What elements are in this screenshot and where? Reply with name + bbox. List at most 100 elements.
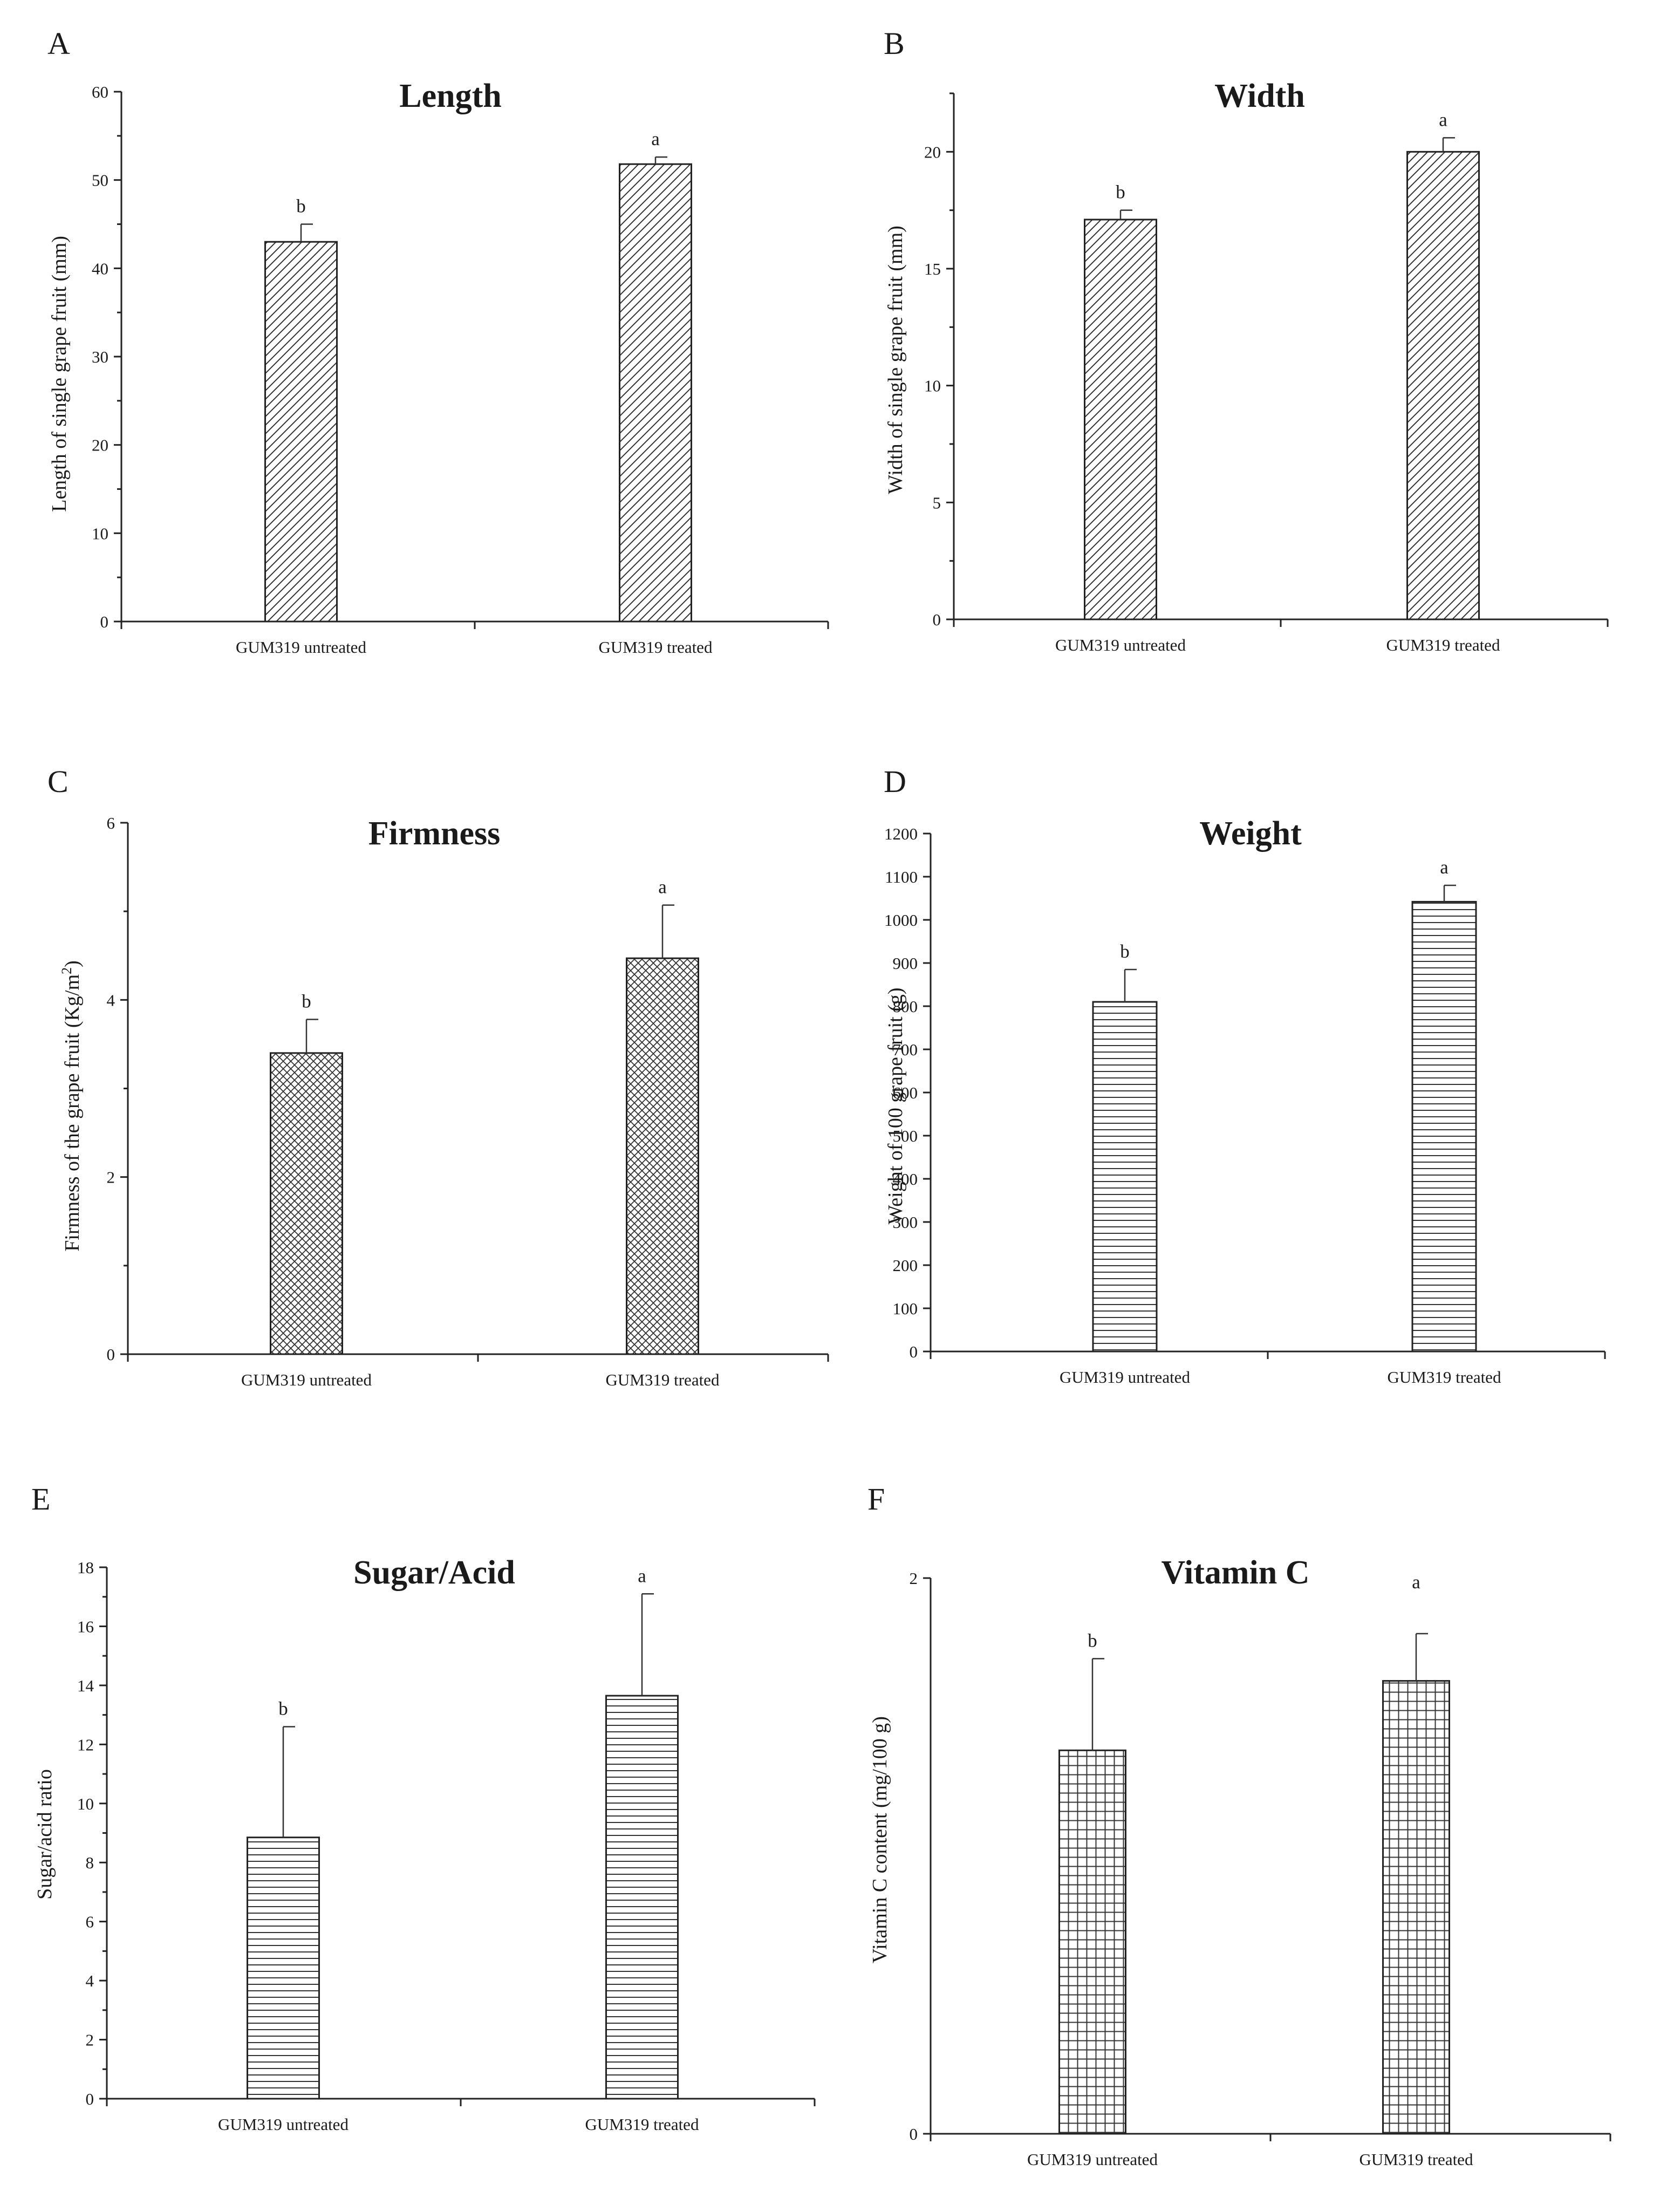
significance-letter: b <box>302 991 311 1012</box>
bar-treated <box>1406 151 1480 620</box>
bar-untreated <box>270 1052 343 1355</box>
bar-treated <box>1382 1680 1450 2135</box>
y-tick-label: 6 <box>86 1913 94 1931</box>
x-axis-labels: GUM319 untreated GUM319 treated <box>1055 636 1500 654</box>
y-tick-label: 14 <box>77 1676 94 1695</box>
y-tick-label: 16 <box>77 1617 94 1636</box>
y-tick-label: 400 <box>893 1170 918 1189</box>
y-tick-label: 8 <box>86 1853 94 1872</box>
y-tick-label: 4 <box>86 1971 94 1990</box>
y-tick-label: 15 <box>924 260 941 278</box>
significance-letter: a <box>1412 1572 1420 1593</box>
panel-c: C Firmness Firmness of the grape fruit (… <box>47 764 829 1389</box>
x-category-label: GUM319 untreated <box>1027 2150 1158 2169</box>
y-tick-label: 10 <box>924 377 941 395</box>
y-tick-label: 900 <box>893 954 918 973</box>
significance-letter: b <box>278 1698 288 1719</box>
x-category-label: GUM319 treated <box>585 2115 699 2134</box>
y-tick-label: 1200 <box>884 824 918 843</box>
x-axis <box>930 1350 1606 1359</box>
x-category-label: GUM319 untreated <box>1060 1368 1190 1387</box>
chart-title: Weight <box>1199 815 1302 852</box>
y-tick-label: 200 <box>893 1256 918 1275</box>
panel-letter: C <box>47 764 69 799</box>
y-tick-label: 18 <box>77 1558 94 1577</box>
bar-treated <box>619 163 692 623</box>
y-tick-label: 0 <box>933 610 941 629</box>
y-tick-label: 10 <box>77 1794 94 1813</box>
y-tick-label: 700 <box>893 1040 918 1059</box>
y-tick-label: 30 <box>92 347 108 366</box>
y-axis-ticks: 02 <box>910 1569 932 2143</box>
chart-title: Vitamin C <box>1162 1554 1310 1591</box>
y-tick-label: 0 <box>86 2090 94 2108</box>
panel-b: B Width Width of single grape fruit (mm)… <box>884 26 1609 654</box>
bars: ba <box>270 877 699 1355</box>
x-category-label: GUM319 treated <box>1388 1368 1501 1387</box>
x-category-label: GUM319 untreated <box>236 638 366 657</box>
significance-letter: a <box>1439 109 1447 130</box>
significance-letter: a <box>658 877 667 898</box>
bars: ba <box>264 128 692 623</box>
chart-title: Sugar/Acid <box>353 1554 515 1591</box>
panel-letter: D <box>884 764 906 799</box>
y-axis-ticks: 0 5 10 15 20 <box>924 92 955 629</box>
bars: ba <box>247 1565 679 2100</box>
x-category-label: GUM319 untreated <box>218 2115 349 2134</box>
x-axis <box>106 2098 816 2106</box>
y-tick-label: 0 <box>910 2125 918 2143</box>
y-tick-label: 20 <box>924 142 941 161</box>
y-tick-label: 50 <box>92 171 108 190</box>
panel-d: D Weight Weight of 100 grape fruit (g) 0… <box>884 764 1606 1387</box>
significance-letter: a <box>1440 857 1449 878</box>
x-axis-labels: GUM319 untreated GUM319 treated <box>1060 1368 1501 1387</box>
panel-letter: A <box>47 26 70 61</box>
significance-letter: a <box>651 128 660 149</box>
y-tick-label: 0 <box>100 612 109 631</box>
bars: ba <box>1092 857 1477 1353</box>
x-axis-labels: GUM319 untreated GUM319 treated <box>241 1370 720 1389</box>
y-tick-label: 800 <box>893 997 918 1016</box>
y-tick-label: 600 <box>893 1083 918 1102</box>
x-axis <box>953 618 1609 627</box>
significance-letter: b <box>1088 1630 1097 1651</box>
x-axis <box>120 620 829 629</box>
y-tick-label: 1100 <box>885 868 918 886</box>
y-tick-label: 5 <box>933 493 941 512</box>
significance-letter: b <box>296 196 306 217</box>
x-axis-labels: GUM319 untreated GUM319 treated <box>1027 2150 1473 2169</box>
x-category-label: GUM319 untreated <box>241 1370 372 1389</box>
y-axis-label-suffix: ) <box>61 960 84 967</box>
y-axis-label: Firmness of the grape fruit (Kg/m2) <box>59 960 84 1252</box>
panel-e: E Sugar/Acid Sugar/acid ratio 0 2 4 6 8 10 12 1… <box>31 1482 816 2134</box>
x-category-label: GUM319 treated <box>606 1370 720 1389</box>
chart-title: Firmness <box>368 815 501 852</box>
y-tick-label: 60 <box>92 83 108 101</box>
y-tick-label: 1000 <box>884 911 918 930</box>
y-tick-label: 20 <box>92 436 108 455</box>
y-axis-label: Vitamin C content (mg/100 g) <box>869 1716 891 1963</box>
y-tick-label: 40 <box>92 259 108 278</box>
bars: ba <box>1084 109 1480 620</box>
x-axis-labels: GUM319 untreated GUM319 treated <box>218 2115 699 2134</box>
y-axis-ticks: 0 10 20 30 40 50 60 <box>92 83 122 631</box>
y-tick-label: 2 <box>86 2031 94 2050</box>
x-axis-labels: GUM319 untreated GUM319 treated <box>236 638 713 657</box>
bar-untreated <box>1058 1749 1126 2135</box>
y-axis-label-superscript: 2 <box>59 967 74 974</box>
y-tick-label: 2 <box>910 1569 918 1588</box>
bar-treated <box>626 957 699 1355</box>
bar-untreated <box>1084 219 1157 620</box>
panel-f: F Vitamin C Vitamin C content (mg/100 g)… <box>867 1482 1611 2169</box>
y-tick-label: 100 <box>893 1299 918 1318</box>
y-axis-label: Weight of 100 grape fruit (g) <box>884 987 907 1224</box>
y-tick-label: 300 <box>893 1213 918 1232</box>
y-axis-ticks: 0 2 4 6 <box>107 814 129 1364</box>
significance-letter: b <box>1116 182 1125 203</box>
bars: ba <box>1058 1572 1450 2135</box>
bar-treated <box>1411 900 1477 1353</box>
bar-treated <box>605 1695 679 2100</box>
y-tick-label: 6 <box>107 814 115 832</box>
y-axis-label: Length of single grape fruit (mm) <box>48 236 71 512</box>
